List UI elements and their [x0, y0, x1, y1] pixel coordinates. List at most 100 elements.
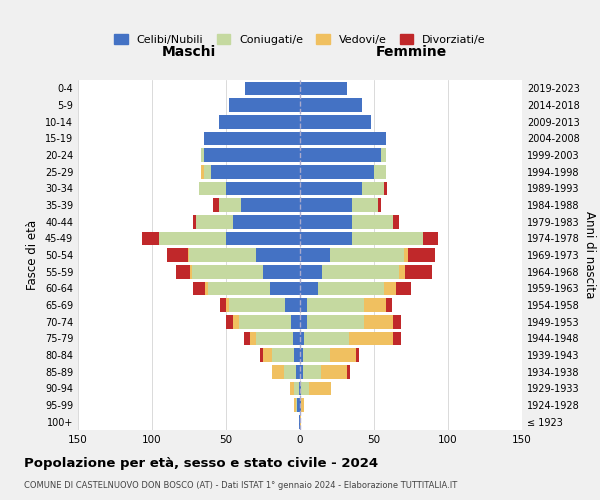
- Bar: [233, 315, 239, 328]
- Bar: [192, 265, 263, 278]
- Bar: [364, 298, 386, 312]
- Bar: [300, 232, 352, 245]
- Bar: [196, 215, 233, 228]
- Bar: [294, 348, 300, 362]
- Bar: [404, 248, 408, 262]
- Bar: [349, 332, 393, 345]
- Bar: [303, 348, 329, 362]
- Bar: [176, 265, 190, 278]
- Bar: [374, 165, 386, 178]
- Bar: [299, 382, 300, 395]
- Bar: [356, 348, 359, 362]
- Bar: [220, 298, 226, 312]
- Bar: [301, 398, 304, 412]
- Bar: [204, 148, 300, 162]
- Bar: [201, 148, 204, 162]
- Bar: [189, 248, 256, 262]
- Bar: [233, 215, 300, 228]
- Bar: [300, 98, 362, 112]
- Text: Popolazione per età, sesso e stato civile - 2024: Popolazione per età, sesso e stato civil…: [24, 458, 378, 470]
- Bar: [385, 282, 396, 295]
- Bar: [193, 215, 196, 228]
- Text: Maschi: Maschi: [162, 45, 216, 59]
- Bar: [322, 265, 399, 278]
- Bar: [423, 232, 437, 245]
- Bar: [226, 298, 229, 312]
- Bar: [293, 332, 300, 345]
- Bar: [208, 282, 271, 295]
- Bar: [241, 198, 300, 212]
- Bar: [193, 282, 205, 295]
- Bar: [226, 315, 233, 328]
- Bar: [205, 282, 208, 295]
- Bar: [229, 98, 300, 112]
- Bar: [300, 298, 307, 312]
- Bar: [362, 182, 385, 195]
- Bar: [211, 165, 300, 178]
- Bar: [190, 265, 192, 278]
- Bar: [300, 348, 303, 362]
- Bar: [212, 198, 218, 212]
- Bar: [272, 348, 294, 362]
- Bar: [294, 398, 296, 412]
- Bar: [188, 248, 189, 262]
- Bar: [364, 315, 393, 328]
- Bar: [296, 398, 297, 412]
- Bar: [300, 215, 352, 228]
- Bar: [300, 398, 301, 412]
- Bar: [321, 365, 347, 378]
- Bar: [256, 332, 293, 345]
- Bar: [218, 198, 241, 212]
- Bar: [300, 182, 362, 195]
- Bar: [347, 365, 350, 378]
- Bar: [239, 315, 291, 328]
- Bar: [142, 232, 160, 245]
- Bar: [408, 248, 434, 262]
- Bar: [284, 365, 296, 378]
- Bar: [272, 365, 284, 378]
- Bar: [300, 248, 329, 262]
- Bar: [318, 282, 385, 295]
- Bar: [352, 198, 379, 212]
- Bar: [329, 248, 404, 262]
- Bar: [256, 248, 300, 262]
- Bar: [299, 415, 300, 428]
- Bar: [300, 115, 371, 128]
- Bar: [244, 332, 250, 345]
- Bar: [271, 282, 300, 295]
- Bar: [300, 332, 304, 345]
- Bar: [294, 382, 299, 395]
- Bar: [245, 82, 300, 95]
- Bar: [300, 382, 301, 395]
- Y-axis label: Fasce di età: Fasce di età: [26, 220, 39, 290]
- Bar: [263, 348, 272, 362]
- Bar: [226, 232, 300, 245]
- Legend: Celibi/Nubili, Coniugati/e, Vedovi/e, Divorziati/e: Celibi/Nubili, Coniugati/e, Vedovi/e, Di…: [110, 30, 490, 49]
- Bar: [329, 348, 356, 362]
- Bar: [393, 315, 401, 328]
- Bar: [393, 215, 399, 228]
- Bar: [396, 282, 411, 295]
- Bar: [300, 165, 374, 178]
- Bar: [204, 132, 300, 145]
- Bar: [300, 198, 352, 212]
- Bar: [304, 332, 349, 345]
- Bar: [385, 182, 388, 195]
- Bar: [296, 365, 300, 378]
- Text: COMUNE DI CASTELNUOVO DON BOSCO (AT) - Dati ISTAT 1° gennaio 2024 - Elaborazione: COMUNE DI CASTELNUOVO DON BOSCO (AT) - D…: [24, 481, 457, 490]
- Bar: [379, 198, 382, 212]
- Bar: [226, 182, 300, 195]
- Bar: [218, 115, 300, 128]
- Bar: [285, 298, 300, 312]
- Bar: [300, 265, 322, 278]
- Bar: [405, 265, 432, 278]
- Y-axis label: Anni di nascita: Anni di nascita: [583, 212, 596, 298]
- Bar: [307, 298, 364, 312]
- Bar: [199, 182, 226, 195]
- Bar: [290, 382, 294, 395]
- Bar: [263, 265, 300, 278]
- Bar: [201, 165, 204, 178]
- Bar: [303, 365, 321, 378]
- Bar: [260, 348, 263, 362]
- Bar: [393, 332, 401, 345]
